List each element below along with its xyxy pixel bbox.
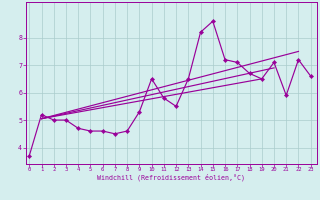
- X-axis label: Windchill (Refroidissement éolien,°C): Windchill (Refroidissement éolien,°C): [97, 174, 245, 181]
